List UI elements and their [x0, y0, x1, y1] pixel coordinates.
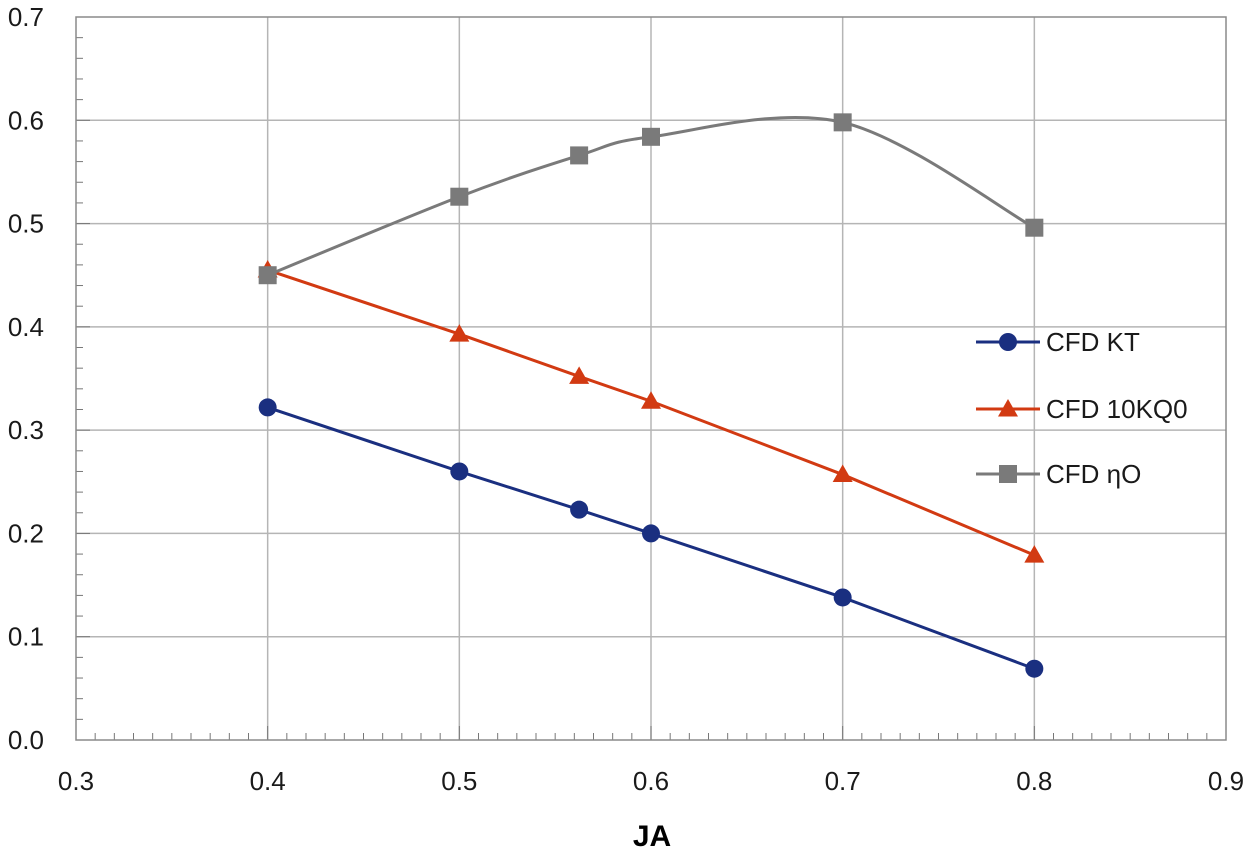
data-point: [569, 366, 590, 384]
tick-labels: 0.3 0.4 0.5 0.6 0.7 0.8 0.9 0.0 0.1 0.2 0.3 0.4 0.5 0…: [8, 2, 1244, 796]
data-point: [1025, 659, 1044, 678]
grid: [76, 17, 1226, 740]
x-tick-label: 0.4: [250, 766, 286, 796]
axes: [75, 16, 1227, 741]
series-line: [267, 268, 1035, 557]
data-point: [642, 524, 660, 543]
data-point: [570, 500, 589, 519]
legend-label: CFD 10KQ0: [1046, 394, 1188, 424]
y-tick-label: 0.7: [8, 2, 44, 32]
data-point: [832, 464, 853, 483]
data-point: [258, 266, 277, 285]
series-line: [267, 116, 1036, 277]
y-tick-label: 0.1: [8, 622, 44, 652]
data-point: [641, 391, 661, 409]
data-point: [1025, 218, 1044, 237]
x-tick-label: 0.5: [441, 766, 477, 796]
series-2: [258, 113, 1044, 285]
y-tick-label: 0.2: [8, 518, 44, 548]
data-point: [258, 398, 277, 417]
data-point: [570, 146, 589, 165]
x-tick-label: 0.3: [58, 766, 94, 796]
legend-label: CFD KT: [1046, 327, 1140, 357]
data-point: [450, 462, 469, 481]
data-point: [1024, 545, 1045, 563]
plot-frame: [75, 16, 1227, 741]
y-tick-label: 0.4: [8, 312, 44, 342]
data-point: [833, 113, 852, 132]
data-point: [450, 187, 469, 206]
legend-entry: CFD 10KQ0: [976, 394, 1188, 424]
x-tick-label: 0.7: [825, 766, 861, 796]
x-tick-label: 0.8: [1016, 766, 1052, 796]
x-tick-label: 0.6: [633, 766, 669, 796]
data-point: [449, 324, 470, 342]
legend-marker: [998, 399, 1018, 417]
data-point: [642, 127, 660, 146]
legend-entry: CFD ηO: [976, 459, 1141, 489]
y-tick-label: 0.0: [8, 725, 44, 755]
legend: CFD KT CFD 10KQ0 CFD ηO: [976, 327, 1188, 489]
x-tick-label: 0.9: [1208, 766, 1244, 796]
y-tick-label: 0.3: [8, 415, 44, 445]
legend-label: CFD ηO: [1046, 459, 1141, 489]
series-line: [267, 405, 1035, 671]
data-point: [833, 588, 852, 607]
legend-marker: [999, 465, 1017, 483]
y-tick-label: 0.5: [8, 209, 44, 239]
x-axis-title: JA: [633, 820, 671, 853]
series-0: [258, 398, 1044, 678]
legend-marker: [999, 333, 1017, 351]
series-1: [257, 260, 1045, 563]
y-tick-label: 0.6: [8, 105, 44, 135]
series-layer: [257, 113, 1045, 678]
legend-entry: CFD KT: [976, 327, 1140, 357]
